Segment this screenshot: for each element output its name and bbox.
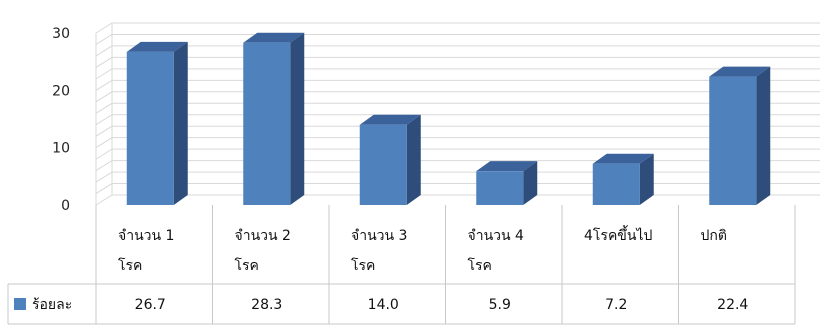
category-label: โรค — [351, 257, 375, 274]
category-label: ปกติ — [701, 228, 727, 244]
bar — [243, 32, 305, 205]
gridline — [95, 45, 820, 57]
gridline — [95, 33, 820, 45]
y-tick-label: 10 — [52, 141, 70, 157]
data-value-label: 26.7 — [135, 297, 166, 313]
legend-swatch — [14, 298, 26, 310]
category-label: 4โรคขึ้นไป — [584, 225, 652, 244]
bar-front — [476, 171, 524, 205]
y-axis: 0 10 20 30 — [52, 26, 70, 214]
bar-top — [709, 66, 771, 77]
bar — [126, 41, 188, 205]
gridline — [95, 22, 820, 34]
data-value-label: 7.2 — [605, 297, 627, 313]
bar — [476, 161, 538, 205]
gridline — [95, 56, 820, 68]
y-tick-label: 0 — [61, 198, 70, 214]
bar-side — [523, 161, 538, 205]
bar-side — [639, 153, 654, 205]
category-label: โรค — [235, 257, 259, 274]
bar-front — [709, 76, 757, 205]
y-tick-label: 20 — [52, 83, 70, 99]
data-table: จำนวน 1 โรค จำนวน 2 โรค จำนวน 3 โรค จำนวน 4 โรค… — [7, 205, 796, 325]
category-label: จำนวน 3 — [351, 228, 407, 244]
category-label: โรค — [468, 257, 492, 274]
gridlines — [95, 22, 820, 206]
y-tick-label: 30 — [52, 26, 70, 42]
category-label: จำนวน 2 — [235, 228, 291, 244]
bar-top — [592, 153, 654, 164]
bar-top — [476, 161, 538, 172]
bar-front — [359, 124, 407, 205]
bar — [359, 114, 421, 205]
bar-top — [126, 41, 188, 52]
category-label: จำนวน 4 — [468, 228, 525, 244]
series-name: ร้อยละ — [32, 297, 72, 313]
bar-front — [592, 163, 640, 205]
data-value-label: 14.0 — [368, 297, 399, 313]
bar-side — [173, 41, 188, 205]
category-label: จำนวน 1 — [118, 228, 174, 244]
bar-side — [756, 66, 771, 205]
bars — [126, 32, 771, 205]
bar-top — [243, 32, 305, 43]
bar-front — [126, 51, 174, 205]
bar — [709, 66, 771, 205]
bar — [592, 153, 654, 205]
data-value-label: 28.3 — [251, 297, 282, 313]
category-label: โรค — [118, 257, 142, 274]
data-value-label: 22.4 — [717, 297, 748, 313]
data-value-label: 5.9 — [489, 297, 511, 313]
bar-side — [290, 32, 305, 205]
bar-front — [243, 42, 291, 205]
bar-top — [359, 114, 421, 125]
bar-side — [406, 114, 421, 205]
